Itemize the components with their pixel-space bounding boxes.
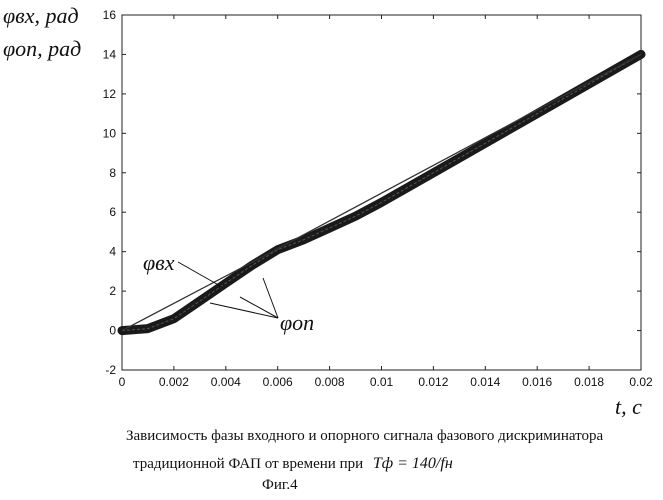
y-axis-title-1: φвх, рад [3,3,79,28]
caption-formula: Tф = 140/fн [372,455,453,472]
ref-label-leader [262,277,279,319]
ref-label-leader [209,302,279,319]
x-tick-label: 0.004 [211,375,241,389]
caption-text: традиционной ФАП от времени при [133,456,364,472]
y-tick-label: 6 [109,205,116,219]
x-tick-label: 0.01 [370,375,394,389]
x-tick-label: 0.018 [574,375,604,389]
x-axis-title: t, c [615,394,642,419]
figure-caption-line2: традиционной ФАП от времени при Tф = 140… [133,455,453,473]
y-tick-label: 2 [109,284,116,298]
y-tick-label: -2 [105,363,116,377]
figure-number: Фиг.4 [262,477,298,493]
x-tick-label: 0.012 [418,375,448,389]
y-tick-label: 0 [109,324,116,338]
reference-phase-label: φоп [280,310,314,335]
ref-label-leader [239,296,279,319]
axis-ticks: 0 0.002 0.004 0.006 0.008 0.01 0.012 0.014 0.016… [103,8,653,389]
y-tick-label: 8 [109,166,116,180]
y-tick-label: 16 [103,8,117,22]
input-phase-label: φвх [143,250,175,275]
x-tick-label: 0.006 [263,375,293,389]
x-tick-label: 0.002 [159,375,189,389]
series-input-phase [121,53,642,332]
x-tick-label: 0.016 [522,375,552,389]
figure-caption-line1: Зависимость фазы входного и опорного сиг… [126,428,604,444]
annotation-layer [177,261,279,319]
y-tick-label: 4 [109,245,116,259]
x-tick-label: 0.02 [629,375,653,389]
y-tick-label: 14 [103,47,117,61]
y-tick-label: 12 [103,87,117,101]
y-axis-title-2: φоп, рад [3,36,81,61]
x-tick-label: 0 [119,375,126,389]
x-tick-label: 0.014 [470,375,500,389]
series-layer [117,49,646,336]
input-label-leader [177,261,223,288]
chart-area: 0 0.002 0.004 0.006 0.008 0.01 0.012 0.014 0.016… [3,3,653,419]
y-tick-label: 10 [103,126,117,140]
series-ref-phase-texture [121,53,642,332]
x-tick-label: 0.008 [315,375,345,389]
